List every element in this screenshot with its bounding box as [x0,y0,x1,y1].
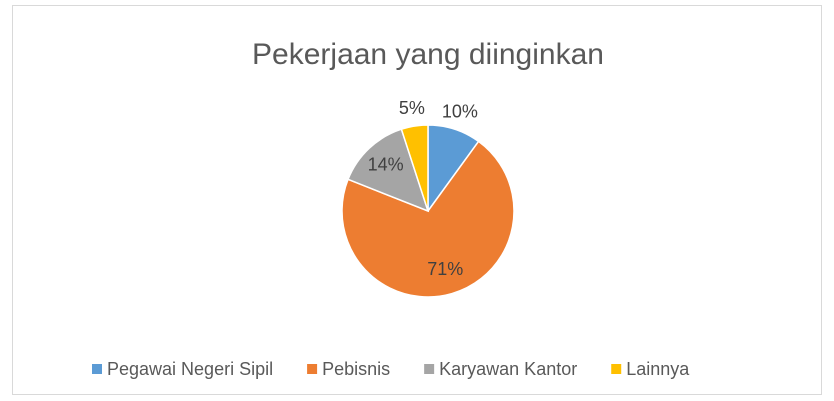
legend-swatch [92,364,102,374]
data-label: 5% [399,98,425,118]
legend-swatch [611,364,622,374]
chart-title: Pekerjaan yang diinginkan [252,38,604,71]
pie-slice [400,124,429,212]
legend-label: Karyawan Kantor [439,359,577,379]
data-label: 71% [427,259,463,279]
legend-swatch [307,364,318,374]
data-label: 14% [368,155,404,175]
legend-label: Pegawai Negeri Sipil [107,359,273,379]
legend-label: Lainnya [626,359,690,379]
legend-label: Pebisnis [322,359,390,379]
data-label: 10% [442,102,478,122]
pie-slice [341,140,515,298]
legend-swatch [424,364,435,374]
